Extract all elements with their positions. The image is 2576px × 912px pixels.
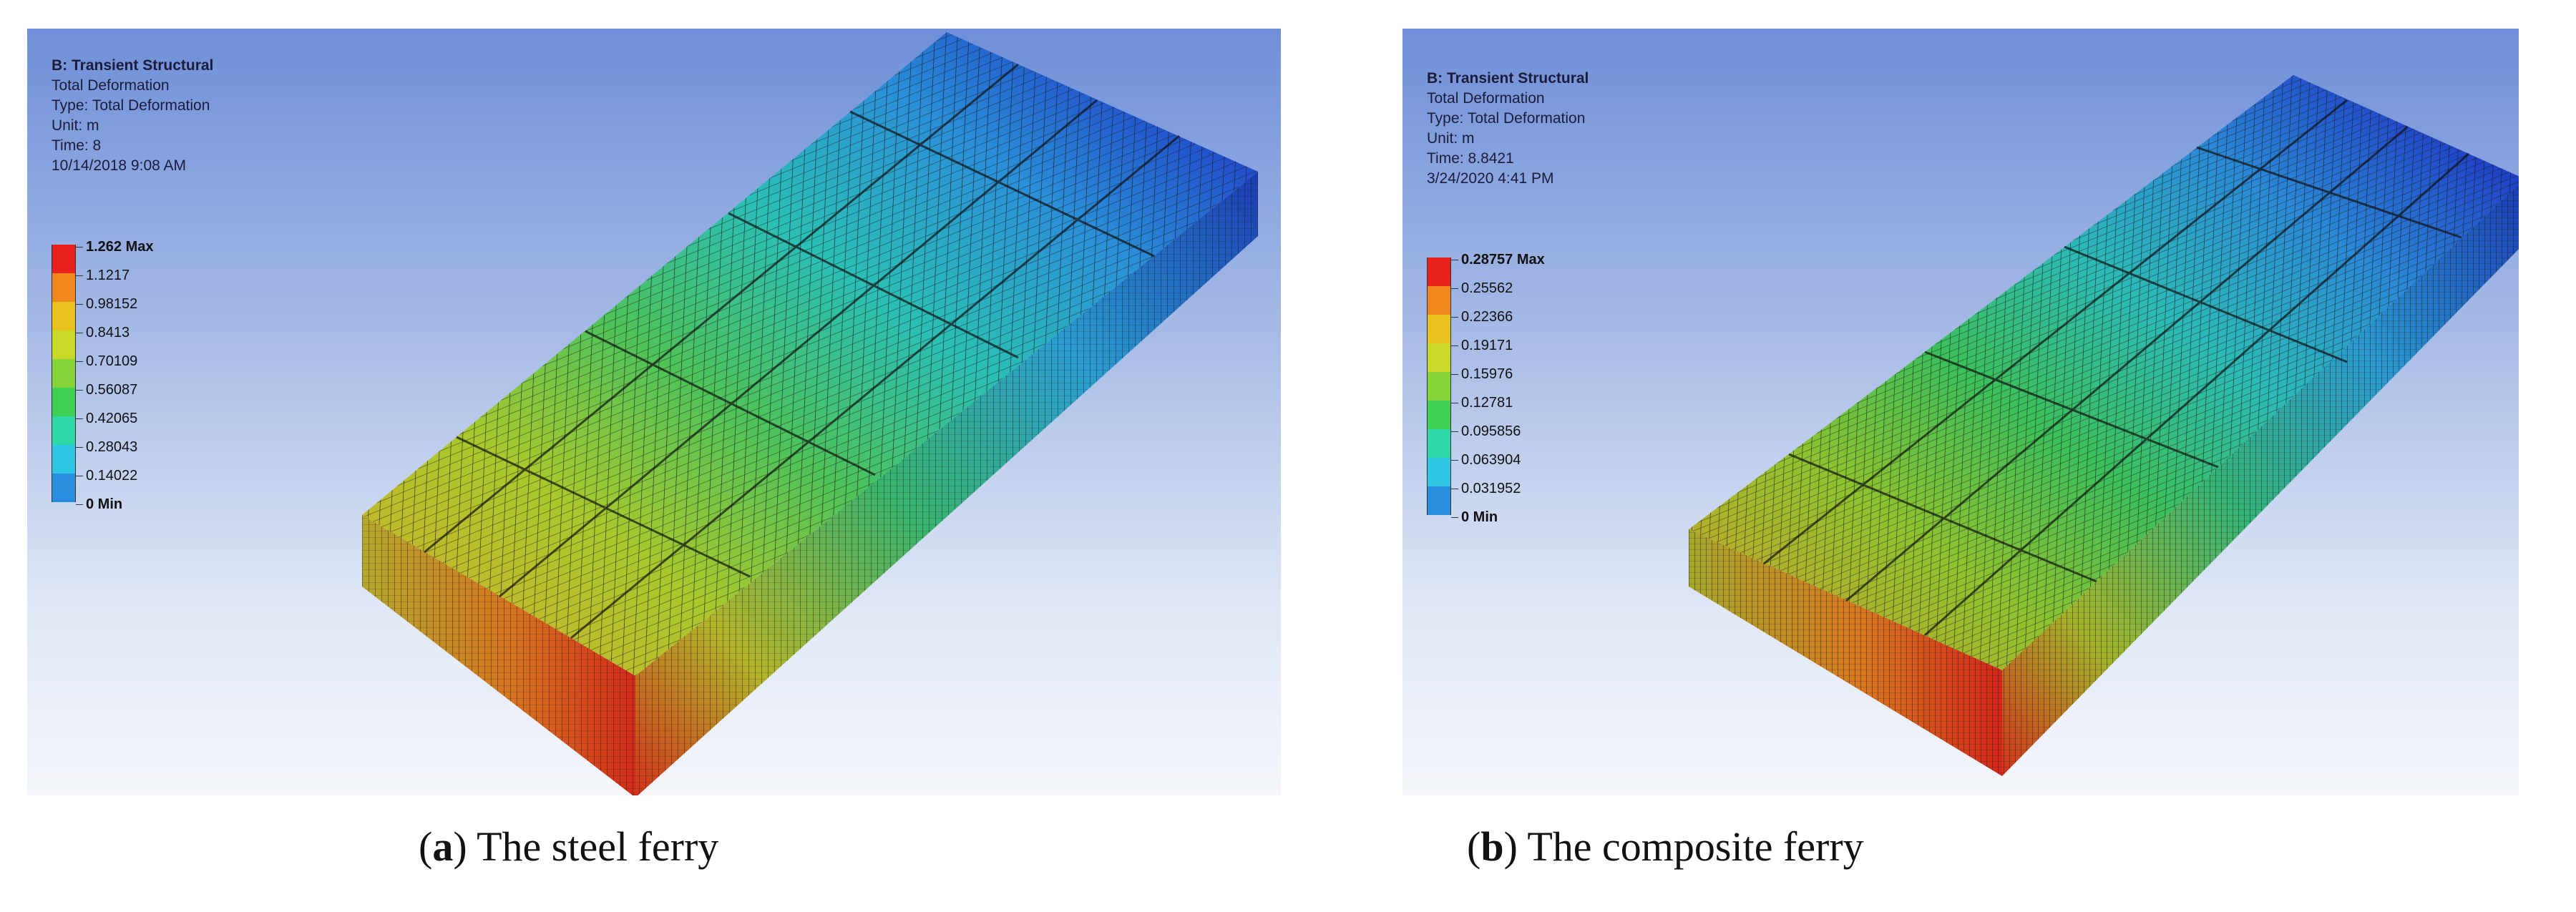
legend-value-label: 0.063904 xyxy=(1461,452,1521,468)
legend-value-label: 0.56087 xyxy=(86,382,138,398)
legend-color-swatch xyxy=(1427,286,1451,315)
caption-text: The steel ferry xyxy=(477,823,719,870)
legend-color-swatch xyxy=(1427,401,1451,429)
legend-tick xyxy=(1451,345,1458,346)
legend-tick xyxy=(1451,317,1458,318)
legend-value-label: 0.70109 xyxy=(86,353,138,369)
legend-color-swatch xyxy=(52,359,76,388)
legend-color-swatch xyxy=(52,416,76,445)
legend-color-swatch xyxy=(1427,372,1451,401)
legend-color-swatch xyxy=(1427,315,1451,343)
legend-value-label: 0.28757 Max xyxy=(1461,252,1545,268)
result-time: Time: 8.8421 xyxy=(1427,150,1514,167)
result-unit: Unit: m xyxy=(52,117,99,134)
legend-color-swatch xyxy=(52,273,76,302)
legend-tick xyxy=(1451,374,1458,375)
legend-color-swatch xyxy=(1427,343,1451,372)
legend-color-swatch xyxy=(1427,429,1451,458)
legend-tick xyxy=(1451,460,1458,461)
result-info-block: B: Transient Structural Total Deformatio… xyxy=(1427,69,1589,189)
legend-value-label: 0.031952 xyxy=(1461,481,1521,496)
legend-color-swatch xyxy=(52,445,76,474)
result-name: Total Deformation xyxy=(52,77,170,94)
legend-value-label: 0.19171 xyxy=(1461,338,1513,353)
legend-value-label: 1.262 Max xyxy=(86,239,154,255)
legend-tick xyxy=(1451,431,1458,432)
caption-letter: a xyxy=(432,823,454,870)
result-unit: Unit: m xyxy=(1427,130,1475,147)
result-date: 3/24/2020 4:41 PM xyxy=(1427,170,1554,187)
legend-value-label: 0.095856 xyxy=(1461,423,1521,439)
result-info-block: B: Transient Structural Total Deformatio… xyxy=(52,56,213,176)
analysis-title: B: Transient Structural xyxy=(52,57,214,74)
figure-caption-b: (b) The composite ferry xyxy=(1467,823,1864,870)
ferry-mesh-model xyxy=(1689,75,2519,776)
panel-composite-ferry: B: Transient Structural Total Deformatio… xyxy=(1402,29,2519,795)
legend-color-swatch xyxy=(1427,258,1451,286)
legend-tick xyxy=(76,390,83,391)
legend-value-label: 1.1217 xyxy=(86,268,130,283)
legend-value-label: 0.25562 xyxy=(1461,280,1513,296)
legend-value-label: 0.22366 xyxy=(1461,309,1513,325)
legend-color-swatch xyxy=(52,302,76,330)
legend-value-label: 0.42065 xyxy=(86,411,138,426)
legend-color-swatch xyxy=(52,245,76,273)
legend-color-swatch xyxy=(52,388,76,416)
legend-tick xyxy=(76,304,83,305)
ferry-mesh-model xyxy=(362,32,1258,795)
legend-color-swatch xyxy=(52,330,76,359)
legend-tick xyxy=(76,504,83,505)
legend-tick xyxy=(1451,517,1458,518)
legend-value-label: 0 Min xyxy=(1461,509,1498,525)
result-time: Time: 8 xyxy=(52,137,102,154)
legend-tick xyxy=(1451,288,1458,289)
result-type: Type: Total Deformation xyxy=(52,97,210,114)
legend-value-label: 0.12781 xyxy=(1461,395,1513,411)
legend-color-swatch xyxy=(52,474,76,502)
legend-value-label: 0.98152 xyxy=(86,296,138,312)
legend-tick xyxy=(76,361,83,362)
legend-value-label: 0.14022 xyxy=(86,468,138,484)
ansys-viewport xyxy=(27,29,1281,795)
legend-value-label: 0 Min xyxy=(86,496,123,512)
figure-caption-a: (a) The steel ferry xyxy=(419,823,719,870)
legend-value-label: 0.8413 xyxy=(86,325,130,340)
result-name: Total Deformation xyxy=(1427,90,1545,107)
analysis-title: B: Transient Structural xyxy=(1427,70,1589,87)
caption-text: The composite ferry xyxy=(1527,823,1864,870)
ansys-viewport xyxy=(1402,29,2519,795)
panel-steel-ferry: B: Transient Structural Total Deformatio… xyxy=(27,29,1281,795)
result-date: 10/14/2018 9:08 AM xyxy=(52,157,186,174)
caption-letter: b xyxy=(1480,823,1504,870)
legend-value-label: 0.28043 xyxy=(86,439,138,455)
legend-tick xyxy=(76,447,83,448)
legend-color-swatch xyxy=(1427,458,1451,486)
legend-color-swatch xyxy=(1427,486,1451,515)
legend-tick xyxy=(76,418,83,419)
legend-value-label: 0.15976 xyxy=(1461,366,1513,382)
legend-tick xyxy=(76,275,83,276)
result-type: Type: Total Deformation xyxy=(1427,110,1586,127)
